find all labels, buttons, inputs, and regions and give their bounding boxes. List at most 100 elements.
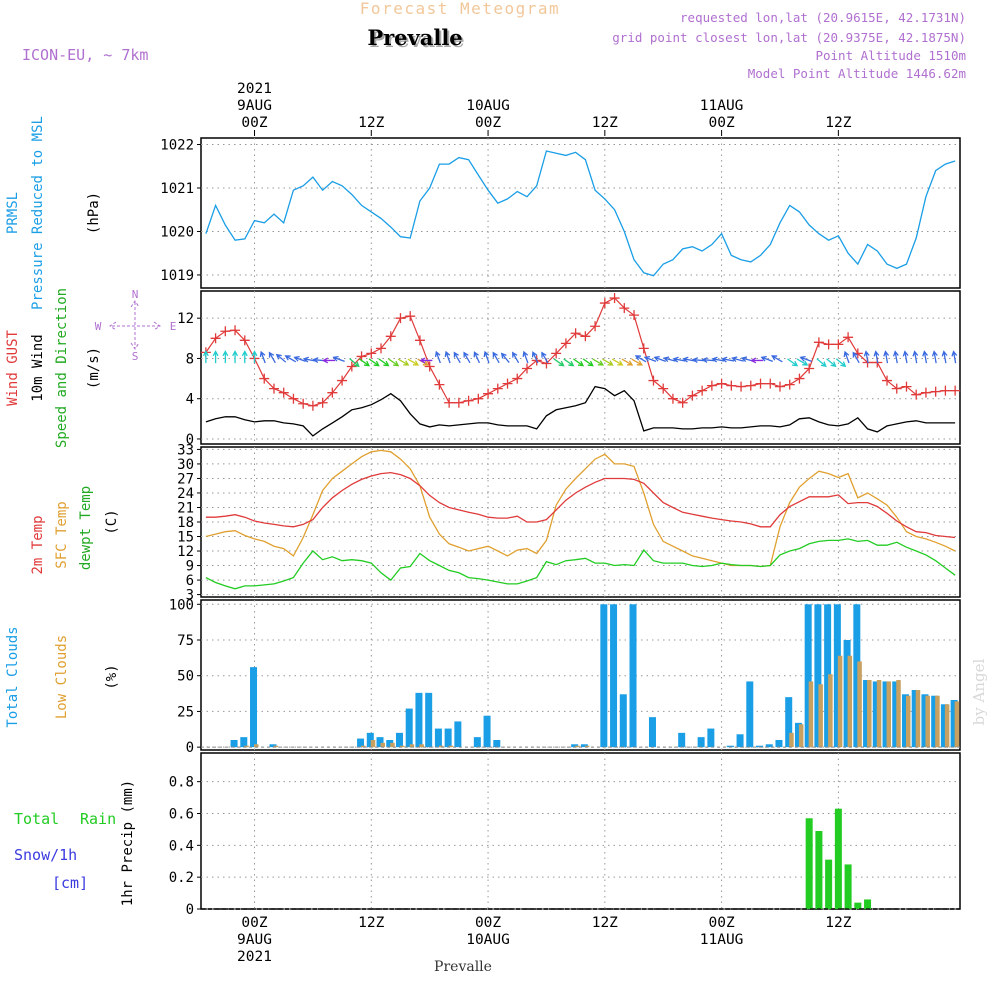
wind-arrow [407, 358, 420, 366]
wind-arrow [302, 356, 316, 363]
gust-marker [658, 383, 669, 394]
total-cloud-bar [794, 722, 802, 748]
wind-arrow [251, 350, 258, 364]
prmsl-label: PRMSL [5, 192, 21, 234]
wind-arrow [419, 357, 433, 364]
gust-marker [784, 379, 795, 390]
gust-marker [444, 397, 455, 408]
gust-marker [278, 387, 289, 398]
header-info-3: Model Point Altitude 1446.62m [748, 66, 966, 81]
wind-arrow [492, 351, 500, 364]
gust-marker [804, 363, 815, 374]
model-label: ICON-EU, ~ 7km [22, 46, 148, 64]
gust-marker [745, 380, 756, 391]
temp-ytick-label: 12 [177, 544, 194, 560]
precip-ytick-label: 0 [186, 902, 194, 918]
wind-arrow [634, 355, 647, 363]
total-cloud-bar [940, 704, 948, 748]
total-cloud-bar [707, 728, 715, 748]
cloud-ytick-label: 100 [169, 597, 194, 613]
t2m-line [205, 471, 956, 539]
total-cloud-bar [600, 604, 608, 748]
sfc-temp-label: SFC Temp [54, 501, 70, 568]
bottom-time-label-3-0: 12Z [592, 915, 618, 931]
dewpt-line [205, 538, 956, 590]
gust-marker [346, 361, 357, 372]
low-cloud-bar [390, 742, 395, 748]
gust-marker [288, 393, 299, 404]
gust-marker [813, 337, 824, 348]
wind-arrow [731, 356, 744, 363]
gust-marker [560, 338, 571, 349]
gust-marker [414, 335, 425, 346]
top-time-label-0-2: 00Z [241, 115, 267, 131]
low-cloud-bar [399, 745, 405, 748]
total-cloud-bar [814, 604, 822, 748]
cloud-ytick-label: 75 [177, 633, 194, 649]
pressure-frame [200, 137, 961, 289]
low-cloud-bar [847, 655, 853, 748]
low-cloud-bar [254, 744, 259, 748]
wind-arrow [444, 350, 451, 364]
temp-ytick-label: 18 [177, 515, 194, 531]
gust-marker [307, 400, 318, 411]
gust-marker [580, 331, 591, 342]
wind-arrow [463, 351, 471, 364]
total-cloud-bar [483, 715, 491, 748]
compass-s: S [132, 350, 139, 363]
low-cloud-bar [370, 740, 376, 748]
wind-arrow [388, 358, 400, 367]
wind-arrow [541, 351, 549, 364]
total-cloud-bar [395, 732, 403, 748]
dewpt-label: dewpt Temp [78, 486, 94, 570]
total-cloud-bar [357, 738, 365, 748]
wind-arrow [931, 350, 938, 364]
total-cloud-bar [843, 640, 851, 748]
wind-arrow [621, 358, 634, 366]
wind-arrow [912, 350, 919, 364]
total-cloud-bar [580, 744, 588, 748]
header-info-0: requested lon,lat (20.9615E, 42.1731N) [680, 10, 966, 25]
gust-marker [590, 321, 601, 332]
total-cloud-bar [746, 681, 754, 748]
total-label: Total [14, 810, 59, 828]
temp-ytick-label: 3 [186, 588, 194, 604]
low-cloud-bar [244, 745, 249, 748]
gust-marker [736, 381, 747, 392]
wind-arrow [368, 358, 380, 367]
temp-ytick-label: 21 [177, 500, 194, 516]
wind-arrow [332, 355, 345, 362]
low-cloud-bar [954, 701, 960, 748]
wind-arrow [643, 355, 657, 362]
gust-marker [424, 361, 435, 372]
total-cloud-bar [911, 690, 919, 748]
gust-marker [298, 398, 309, 409]
gust-marker [833, 339, 844, 350]
gust-marker [687, 390, 698, 401]
bottom-time-label-1-0: 12Z [358, 915, 384, 931]
wind-arrow [553, 358, 565, 367]
gust-marker [492, 383, 503, 394]
wind-arrow [892, 350, 899, 364]
wind-arrow [883, 350, 890, 364]
gust-marker [901, 381, 912, 392]
rain-bar [854, 902, 862, 909]
wind-arrow [826, 358, 837, 368]
low-cloud-bar [837, 655, 843, 748]
cloud-ytick-label: 25 [177, 704, 194, 720]
gust-marker [697, 385, 708, 396]
rain-bar [834, 808, 842, 909]
total-cloud-bar [824, 604, 832, 748]
low-cloud-bar [419, 744, 424, 748]
gust-marker [570, 328, 581, 339]
gust-marker [716, 378, 727, 389]
location-title-shadow: Prevalle [369, 27, 464, 52]
total-cloud-bar [853, 604, 861, 748]
wind-arrow [483, 350, 490, 364]
gust-marker [317, 397, 328, 408]
rain-bar [864, 899, 872, 909]
top-time-label-5-0: 12Z [825, 115, 851, 131]
gust-marker [823, 339, 834, 350]
wind-ytick-label: 8 [186, 351, 194, 367]
total-cloud-bar [833, 604, 841, 748]
